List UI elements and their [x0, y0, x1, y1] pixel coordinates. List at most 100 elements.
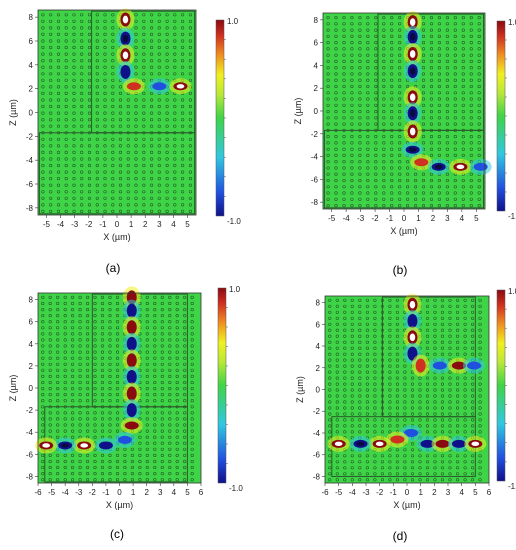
lattice-hole [350, 91, 354, 95]
lattice-hole [160, 301, 164, 306]
lattice-hole [382, 66, 386, 70]
lattice-hole [56, 26, 61, 30]
lattice-hole [165, 65, 169, 69]
lattice-hole [41, 91, 45, 95]
lattice-hole [477, 22, 481, 26]
lattice-hole [388, 394, 392, 398]
lattice-hole [414, 178, 418, 183]
lattice-hole [445, 204, 450, 208]
lattice-hole [414, 185, 418, 189]
lattice-hole [183, 295, 187, 300]
lattice-hole [56, 91, 61, 95]
lattice-hole [49, 39, 53, 43]
lattice-hole [48, 368, 52, 372]
lattice-hole [103, 190, 107, 194]
lattice-hole [469, 28, 473, 32]
field-spot [451, 439, 466, 448]
lattice-hole [63, 411, 67, 415]
lattice-hole [183, 356, 187, 360]
lattice-hole [382, 191, 386, 195]
lattice-hole [111, 13, 115, 17]
lattice-hole [390, 178, 394, 183]
lattice-hole [425, 352, 430, 356]
x-tick-label: 4 [460, 214, 465, 223]
lattice-hole [471, 316, 475, 320]
lattice-hole [350, 334, 354, 338]
lattice-hole [123, 459, 127, 464]
lattice-hole [41, 411, 45, 415]
lattice-hole [168, 459, 172, 464]
lattice-hole [471, 478, 475, 482]
lattice-hole [365, 388, 370, 392]
lattice-hole [100, 350, 105, 354]
lattice-hole [382, 122, 386, 126]
lattice-hole [326, 116, 330, 120]
lattice-hole [118, 183, 123, 187]
lattice-hole [429, 185, 434, 189]
lattice-hole [421, 116, 426, 120]
lattice-hole [326, 16, 330, 20]
lattice-hole [108, 368, 112, 372]
lattice-hole [429, 59, 434, 64]
lattice-hole [398, 66, 402, 70]
lattice-hole [87, 104, 92, 109]
lattice-hole [80, 203, 84, 207]
lattice-hole [175, 344, 179, 348]
lattice-hole [343, 418, 347, 422]
lattice-hole [115, 478, 120, 482]
lattice-hole [440, 406, 445, 410]
lattice-hole [93, 301, 97, 306]
lattice-hole [78, 350, 82, 354]
lattice-hole [390, 109, 394, 114]
lattice-hole [150, 32, 154, 37]
colorbar-min-label: -1.0 [508, 482, 516, 491]
lattice-hole [64, 170, 68, 174]
lattice-hole [48, 453, 52, 458]
lattice-hole [342, 109, 346, 114]
lattice-hole [453, 141, 457, 145]
lattice-hole [153, 338, 157, 342]
lattice-hole [328, 382, 332, 386]
lattice-hole [85, 453, 90, 458]
lattice-hole [72, 65, 76, 69]
lattice-hole [183, 465, 187, 470]
lattice-hole [373, 454, 377, 458]
lattice-hole [85, 411, 90, 415]
lattice-hole [168, 423, 172, 427]
lattice-hole [437, 116, 442, 120]
lattice-hole [49, 52, 53, 56]
lattice-hole [418, 466, 422, 470]
lattice-hole [157, 26, 161, 30]
lattice-hole [134, 190, 138, 194]
lattice-hole [188, 72, 192, 76]
lattice-hole [80, 98, 84, 102]
lattice-hole [382, 109, 386, 114]
lattice-hole [461, 141, 465, 145]
lattice-hole [335, 298, 339, 302]
lattice-hole [448, 334, 452, 338]
lattice-hole [78, 374, 82, 379]
lattice-hole [326, 22, 330, 26]
lattice-hole [48, 465, 52, 470]
lattice-hole [56, 98, 61, 102]
lattice-hole [48, 320, 52, 324]
x-tick-label: -3 [362, 488, 370, 497]
colorbar-max-label: 1.0 [508, 287, 516, 296]
field-spot-core [122, 15, 129, 24]
lattice-hole [41, 137, 45, 141]
lattice-hole [130, 447, 134, 451]
x-tick-label: 1 [129, 220, 134, 229]
lattice-hole [100, 472, 105, 476]
lattice-hole [395, 400, 400, 404]
lattice-hole [433, 400, 437, 404]
lattice-hole [126, 157, 130, 161]
lattice-hole [173, 163, 177, 168]
lattice-hole [421, 66, 426, 70]
lattice-hole [358, 460, 362, 464]
lattice-hole [477, 34, 481, 39]
lattice-hole [153, 478, 157, 482]
lattice-hole [181, 124, 185, 128]
lattice-hole [145, 350, 149, 354]
lattice-hole [374, 166, 378, 170]
colorbar-max-label: 1.0 [508, 18, 516, 27]
